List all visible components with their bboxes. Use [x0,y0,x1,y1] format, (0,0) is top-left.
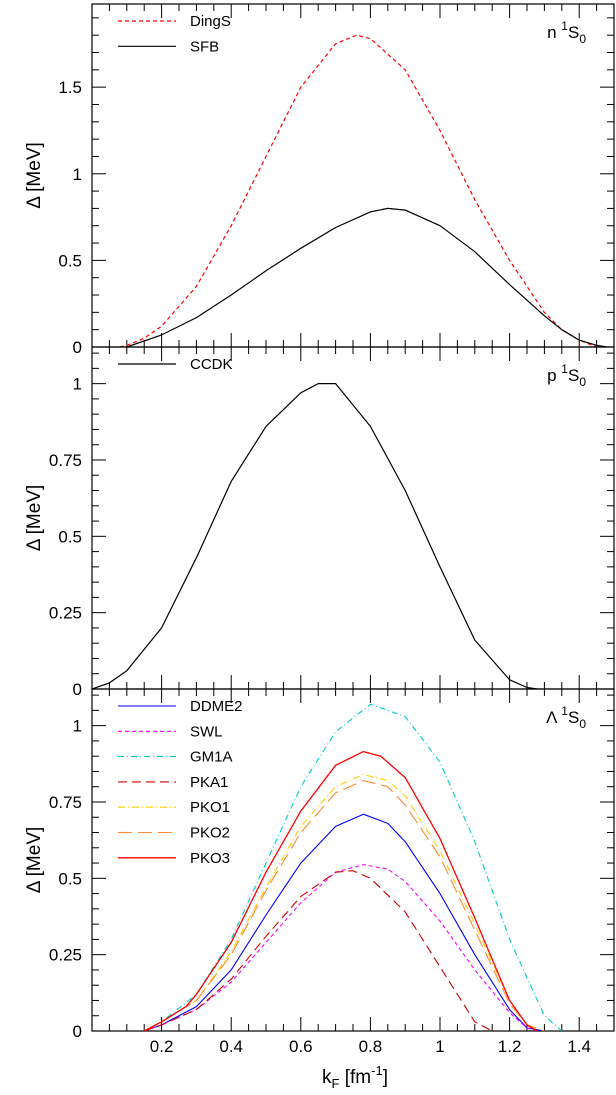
series-line-dings [119,34,597,347]
panel-label: p 1S0 [547,362,586,389]
series-line-pko2 [143,780,545,1031]
y-tick-label: 0.25 [49,604,82,623]
y-tick-label: 1.5 [58,78,82,97]
legend-label: PKA1 [190,774,228,791]
series-line-pko1 [143,773,545,1031]
x-tick-label: 0.4 [219,1037,243,1056]
y-tick-label: 0.75 [49,793,82,812]
y-tick-label: 0.25 [49,946,82,965]
legend-label: DingS [190,13,231,30]
legend-label: PKO1 [190,799,230,816]
series-line-ccdk [92,383,538,689]
x-tick-label: 0.6 [289,1037,313,1056]
legend-label: CCDK [190,356,233,373]
series-line-sfb [126,207,608,347]
legend-label: DDME2 [190,698,243,715]
legend-label: SFB [190,38,219,55]
y-tick-label: 1 [73,165,82,184]
x-tick-label: 1.2 [498,1037,522,1056]
legend-label: SWL [190,723,223,740]
panel-1: 0 0.5 1 1.5 Δ [MeV] n 1S0 DingS SFB [24,3,615,357]
legend-label: PKO2 [190,825,230,842]
y-tick-label: 0 [73,1022,82,1041]
panel-2: 0 0.25 0.5 0.75 1 Δ [MeV] p 1S0 CCDK [24,346,615,699]
series-line-pko3 [143,750,538,1031]
panels: 0 0.5 1 1.5 Δ [MeV] n 1S0 DingS SFB 0 0.25 0.5 0.75… [24,3,615,1056]
legend-label: GM1A [190,749,233,766]
y-tick-label: 0 [73,338,82,357]
y-tick-label: 0.5 [58,869,82,888]
plot-frame [91,346,615,690]
panel-label: Λ 1S0 [546,704,586,731]
plot-frame [91,688,615,1032]
y-tick-label: 0.5 [58,527,82,546]
x-tick-label: 1.4 [567,1037,591,1056]
series-line-swl [144,864,538,1031]
y-tick-label: 1 [73,375,82,394]
plot-frame [91,3,615,348]
x-axis-title: kF [fm-1] [322,1063,388,1091]
y-tick-label: 1 [73,717,82,736]
y-tick-label: 0.75 [49,451,82,470]
y-tick-label: 0 [73,680,82,699]
panel-label: n 1S0 [547,19,586,46]
x-tick-label: 0.2 [150,1037,174,1056]
series-line-pka1 [144,870,493,1031]
y-axis-title: Δ [MeV] [24,485,45,552]
y-axis-title: Δ [MeV] [24,142,45,209]
panel-3: 0 0.25 0.5 0.75 1 Δ [MeV] Λ 1S0 DDME2 SWL GM1A PKA… [24,688,615,1041]
series-line-ddme2 [144,813,545,1031]
y-tick-label: 0.5 [58,251,82,270]
x-tick-label: 1 [435,1037,444,1056]
x-tick-label: 0.8 [359,1037,383,1056]
legend-label: PKO3 [190,850,230,867]
y-axis-title: Δ [MeV] [24,827,45,894]
